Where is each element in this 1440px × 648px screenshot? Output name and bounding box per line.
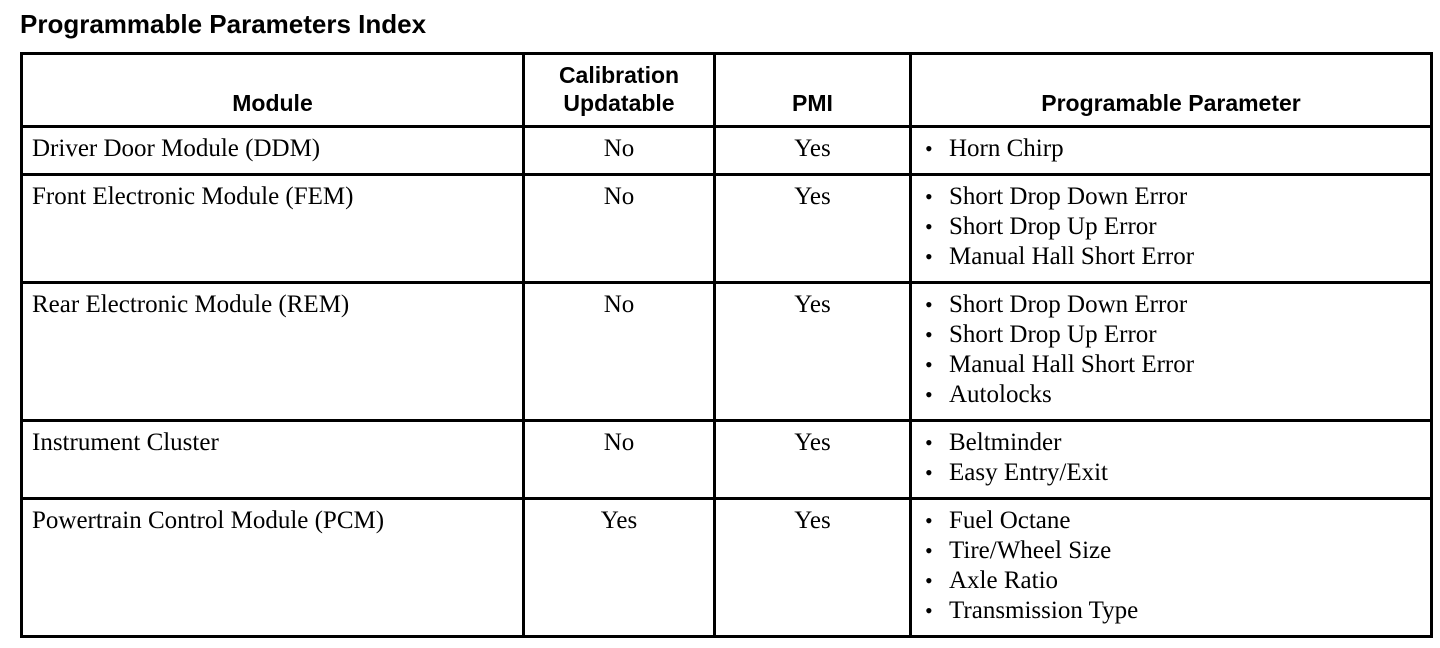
page-title: Programmable Parameters Index [20, 9, 427, 39]
bullet-icon: • [925, 244, 933, 269]
column-header-module: Module [20, 52, 525, 128]
parameter-item: • Short Drop Down Error [925, 290, 1424, 320]
bullet-icon: • [925, 508, 933, 533]
table-row: Driver Door Module (DDM) No Yes • Horn Chirp [20, 125, 1433, 176]
parameter-label: Manual Hall Short Error [949, 243, 1195, 270]
header-row: Module Calibration Updatable PMI Program… [20, 52, 1433, 128]
parameter-label: Transmission Type [949, 597, 1139, 624]
parameter-label: Autolocks [949, 381, 1052, 408]
module-cell: Rear Electronic Module (REM) [20, 281, 525, 422]
bullet-icon: • [925, 352, 933, 377]
bullet-icon: • [925, 460, 933, 485]
bullet-icon: • [925, 136, 933, 161]
module-cell: Powertrain Control Module (PCM) [20, 497, 525, 638]
table-row: Instrument Cluster No Yes • Beltminder • Easy … [20, 419, 1433, 500]
parameter-label: Tire/Wheel Size [949, 537, 1112, 564]
column-header-calibration-updatable: Calibration Updatable [522, 52, 716, 128]
bullet-icon: • [925, 214, 933, 239]
parameter-item: • Easy Entry/Exit [925, 458, 1424, 488]
calibration-updatable-cell: No [522, 281, 716, 422]
programable-parameter-cell: • Short Drop Down Error • Short Drop Up Err… [909, 281, 1433, 422]
bullet-icon: • [925, 382, 933, 407]
parameter-item: • Fuel Octane [925, 506, 1424, 536]
bullet-icon: • [925, 184, 933, 209]
parameter-label: Short Drop Up Error [949, 213, 1157, 240]
column-header-programable-parameter: Programable Parameter [909, 52, 1433, 128]
table-row: Powertrain Control Module (PCM) Yes Yes • Fu… [20, 497, 1433, 638]
module-cell: Driver Door Module (DDM) [20, 125, 525, 176]
programable-parameter-cell: • Horn Chirp [909, 125, 1433, 176]
calibration-updatable-cell: Yes [522, 497, 716, 638]
pmi-cell: Yes [713, 125, 912, 176]
parameter-item: • Manual Hall Short Error [925, 350, 1424, 380]
bullet-icon: • [925, 292, 933, 317]
parameter-label: Short Drop Down Error [949, 291, 1188, 318]
parameter-item: • Beltminder [925, 428, 1424, 458]
programable-parameter-cell: • Fuel Octane • Tire/Wheel Size • Axle Ratio •… [909, 497, 1433, 638]
table-row: Rear Electronic Module (REM) No Yes • Short … [20, 281, 1433, 422]
parameter-item: • Horn Chirp [925, 134, 1424, 164]
pmi-cell: Yes [713, 419, 912, 500]
table-row: Front Electronic Module (FEM) No Yes • Short… [20, 173, 1433, 284]
column-header-pmi: PMI [713, 52, 912, 128]
parameter-item: • Autolocks [925, 380, 1424, 410]
module-cell: Instrument Cluster [20, 419, 525, 500]
calibration-updatable-cell: No [522, 173, 716, 284]
bullet-icon: • [925, 598, 933, 623]
programmable-parameters-table: Module Calibration Updatable PMI Program… [20, 52, 1433, 638]
parameter-item: • Transmission Type [925, 596, 1424, 626]
parameter-label: Fuel Octane [949, 507, 1071, 534]
pmi-cell: Yes [713, 173, 912, 284]
parameter-label: Manual Hall Short Error [949, 351, 1195, 378]
parameter-label: Horn Chirp [949, 135, 1064, 162]
pmi-cell: Yes [713, 281, 912, 422]
parameter-item: • Axle Ratio [925, 566, 1424, 596]
bullet-icon: • [925, 538, 933, 563]
programable-parameter-cell: • Beltminder • Easy Entry/Exit [909, 419, 1433, 500]
module-cell: Front Electronic Module (FEM) [20, 173, 525, 284]
programable-parameter-cell: • Short Drop Down Error • Short Drop Up Err… [909, 173, 1433, 284]
bullet-icon: • [925, 568, 933, 593]
bullet-icon: • [925, 430, 933, 455]
parameter-item: • Manual Hall Short Error [925, 242, 1424, 272]
parameter-item: • Short Drop Up Error [925, 212, 1424, 242]
calibration-updatable-cell: No [522, 419, 716, 500]
parameter-item: • Short Drop Up Error [925, 320, 1424, 350]
parameter-item: • Tire/Wheel Size [925, 536, 1424, 566]
bullet-icon: • [925, 322, 933, 347]
pmi-cell: Yes [713, 497, 912, 638]
parameter-label: Short Drop Up Error [949, 321, 1157, 348]
parameter-label: Beltminder [949, 429, 1062, 456]
calibration-updatable-cell: No [522, 125, 716, 176]
parameter-label: Short Drop Down Error [949, 183, 1188, 210]
parameter-label: Easy Entry/Exit [949, 459, 1108, 486]
parameter-item: • Short Drop Down Error [925, 182, 1424, 212]
parameter-label: Axle Ratio [949, 567, 1059, 594]
